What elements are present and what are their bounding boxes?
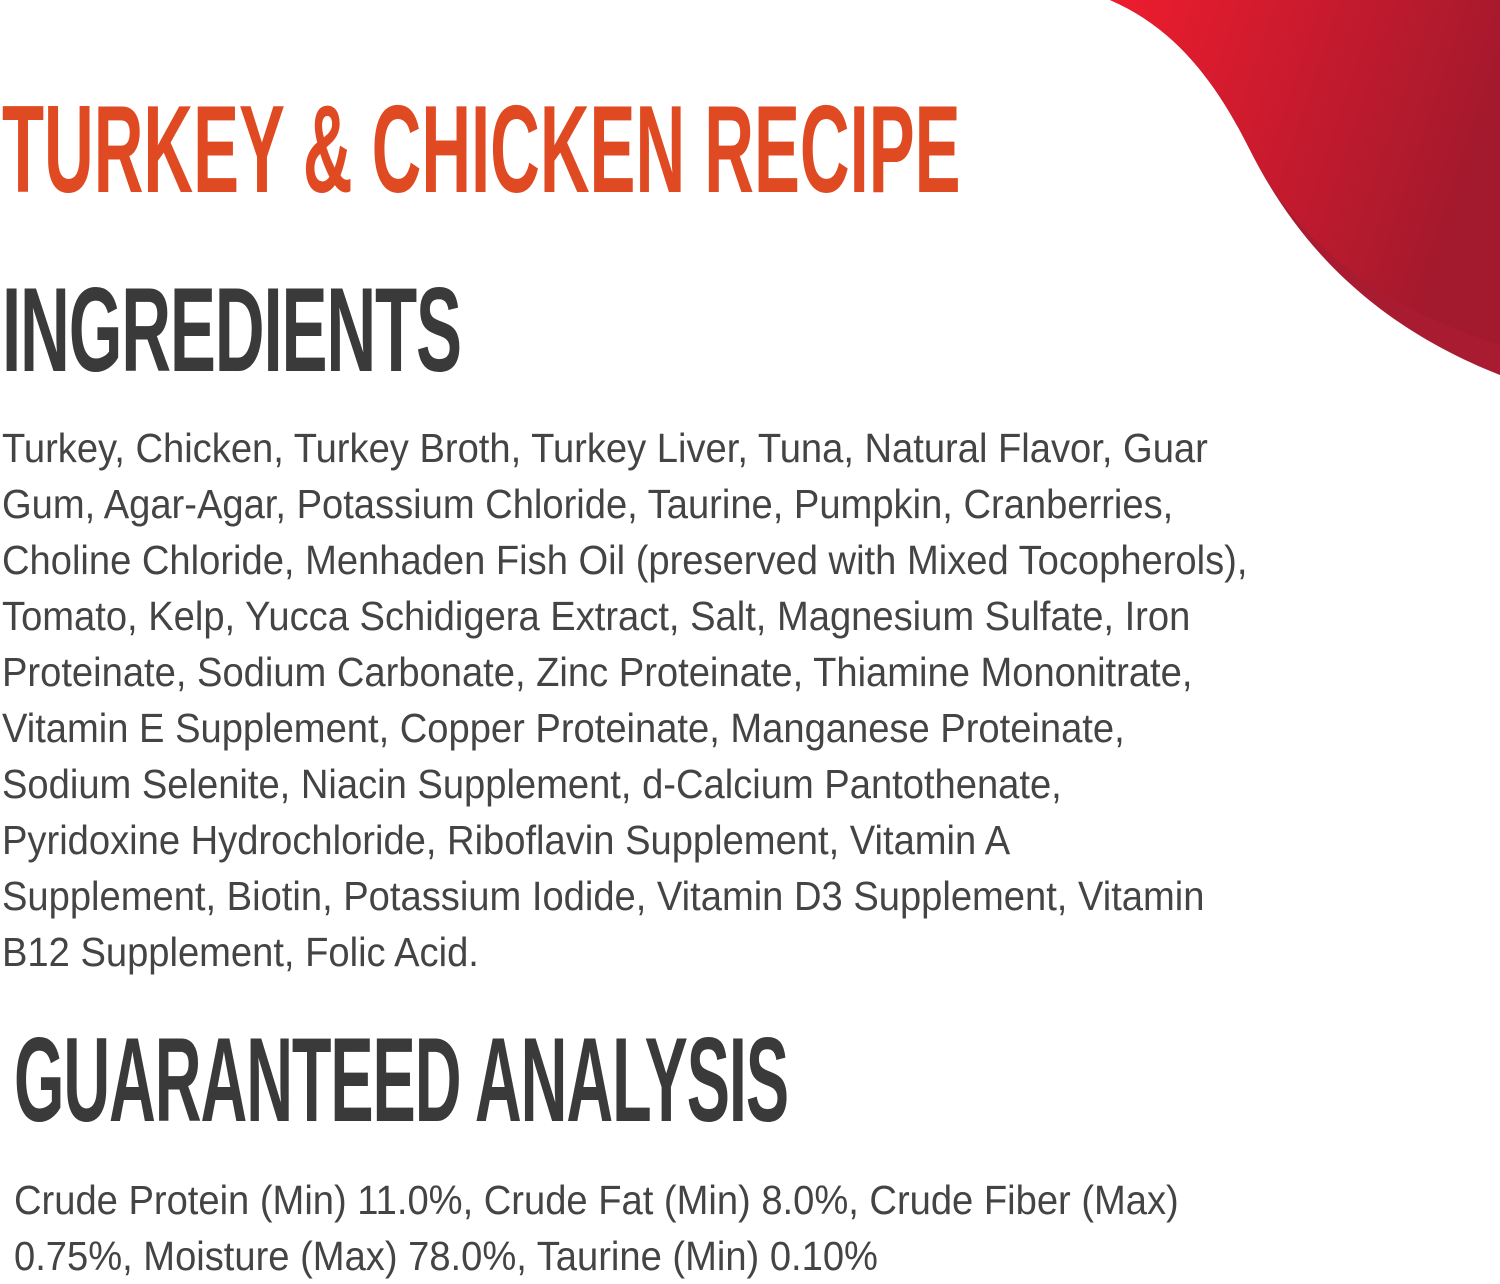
- ingredients-line: Pyridoxine Hydrochloride, Riboflavin Sup…: [2, 817, 1011, 863]
- guaranteed-analysis-text: Crude Protein (Min) 11.0%, Crude Fat (Mi…: [14, 1172, 1266, 1284]
- ingredients-heading: INGREDIENTS: [2, 263, 462, 397]
- ingredients-line: Vitamin E Supplement, Copper Proteinate,…: [2, 705, 1125, 751]
- ingredients-line: Tomato, Kelp, Yucca Schidigera Extract, …: [2, 593, 1191, 639]
- ingredients-line: Turkey, Chicken, Turkey Broth, Turkey Li…: [2, 425, 1208, 471]
- ingredients-list: Turkey, Chicken, Turkey Broth, Turkey Li…: [2, 420, 1341, 980]
- analysis-line: 0.75%, Moisture (Max) 78.0%, Taurine (Mi…: [14, 1233, 878, 1279]
- ingredients-line: Gum, Agar-Agar, Potassium Chloride, Taur…: [2, 481, 1174, 527]
- ingredients-line: Sodium Selenite, Niacin Supplement, d-Ca…: [2, 761, 1062, 807]
- ingredients-line: Supplement, Biotin, Potassium Iodide, Vi…: [2, 873, 1205, 919]
- guaranteed-analysis-heading: GUARANTEED ANALYSIS: [14, 1013, 789, 1147]
- analysis-line: Crude Protein (Min) 11.0%, Crude Fat (Mi…: [14, 1177, 1179, 1223]
- recipe-title: TURKEY & CHICKEN RECIPE: [2, 81, 961, 219]
- ingredients-line: B12 Supplement, Folic Acid.: [2, 929, 479, 975]
- ingredients-line: Proteinate, Sodium Carbonate, Zinc Prote…: [2, 649, 1193, 695]
- ingredients-line: Choline Chloride, Menhaden Fish Oil (pre…: [2, 537, 1248, 583]
